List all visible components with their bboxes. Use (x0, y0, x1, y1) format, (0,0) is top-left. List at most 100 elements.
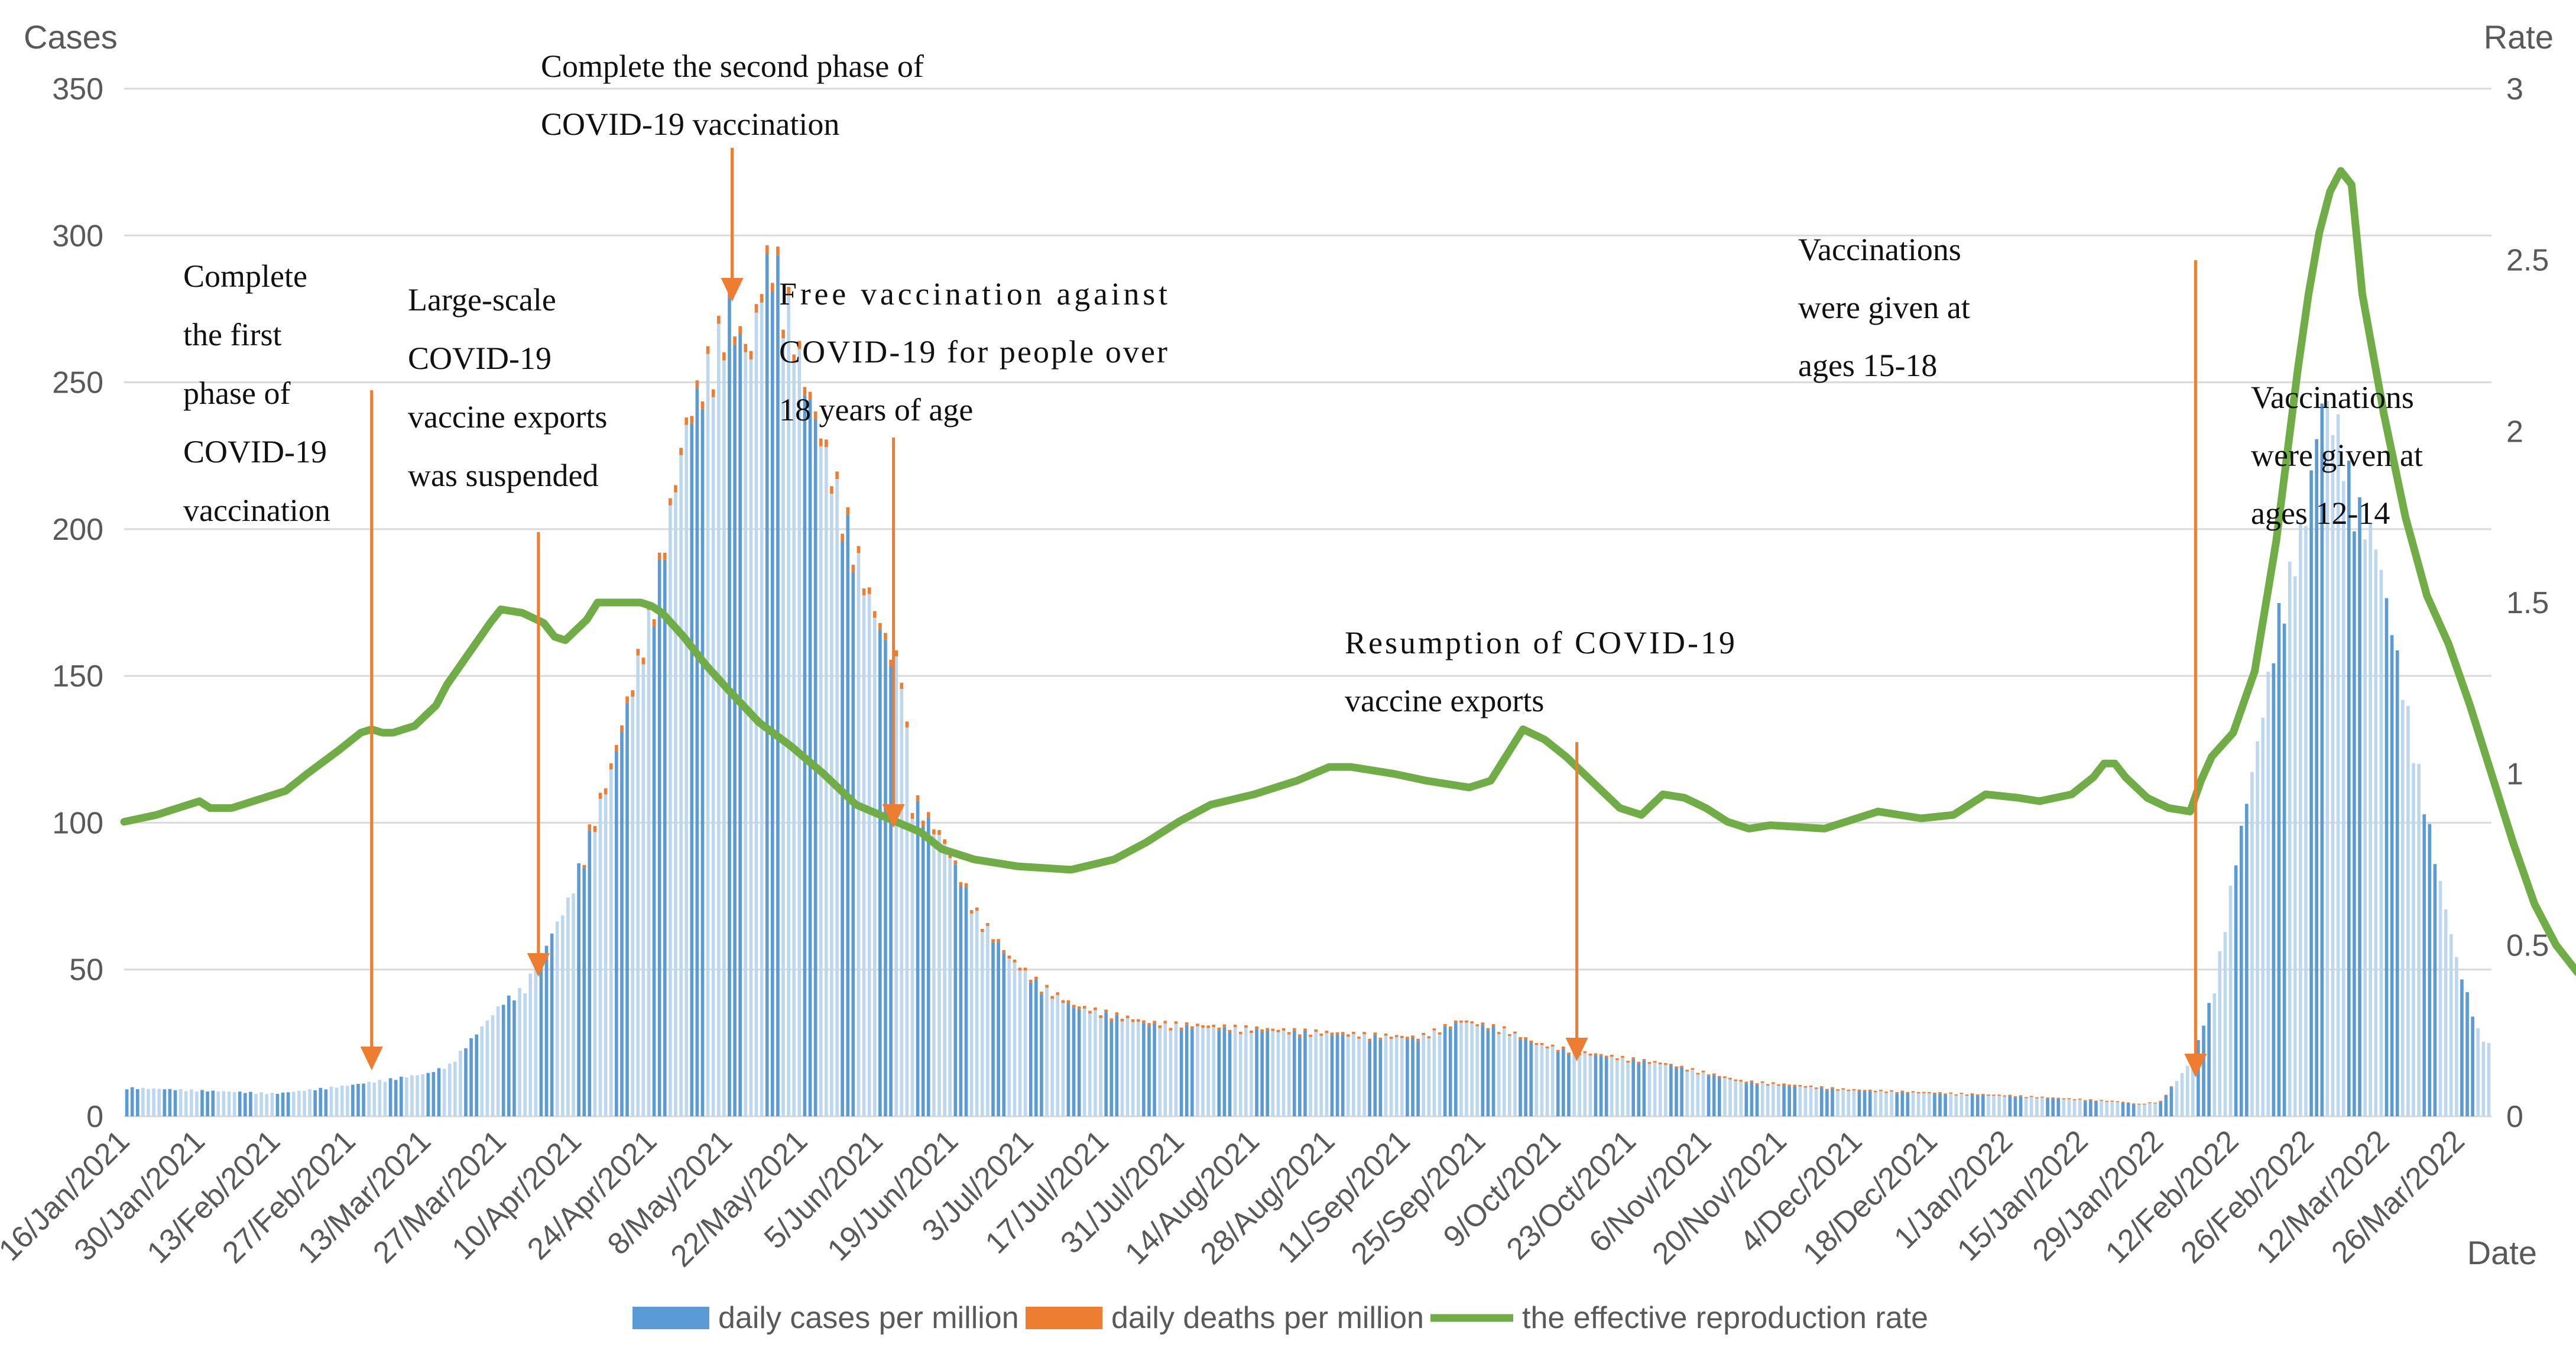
cases-bar (378, 1080, 382, 1116)
cases-bar (1728, 1079, 1732, 1116)
deaths-bar (997, 939, 1000, 943)
cases-bar (1588, 1055, 1592, 1116)
cases-bar (1556, 1051, 1560, 1116)
left-tick-label: 0 (86, 1100, 103, 1134)
deaths-bar (1384, 1033, 1388, 1036)
deaths-bar (1669, 1064, 1673, 1066)
deaths-bar (1787, 1084, 1791, 1086)
left-tick-label: 250 (52, 366, 103, 400)
deaths-bar (1131, 1019, 1135, 1022)
cases-bar (1034, 979, 1038, 1116)
cases-bar (2191, 1059, 2195, 1116)
cases-bar (2164, 1095, 2168, 1116)
annotation-text-line: vaccine exports (408, 399, 607, 435)
cases-bar (1906, 1093, 1910, 1116)
cases-bar (1642, 1061, 1646, 1116)
cases-bar (2185, 1066, 2189, 1116)
cases-bar (313, 1090, 317, 1116)
deaths-bar (872, 611, 877, 618)
cases-bar (620, 731, 624, 1116)
deaths-bar (1185, 1022, 1189, 1025)
deaths-bar (969, 910, 974, 914)
deaths-bar (1680, 1065, 1683, 1068)
deaths-bar (1034, 976, 1038, 980)
deaths-bar (1217, 1027, 1221, 1031)
deaths-bar (738, 326, 742, 335)
cases-bar (1169, 1030, 1173, 1116)
cases-bar (475, 1034, 479, 1116)
deaths-bar (1706, 1074, 1711, 1076)
deaths-bar (722, 352, 726, 361)
cases-bar (2336, 414, 2340, 1116)
deaths-bar (663, 552, 667, 560)
deaths-bar (1153, 1021, 1156, 1024)
cases-bar (986, 926, 989, 1116)
cases-bar (905, 727, 909, 1116)
cases-bar (1911, 1092, 1915, 1116)
deaths-bar (1841, 1088, 1845, 1090)
cases-bar (2449, 934, 2453, 1116)
deaths-bar (2121, 1102, 2125, 1103)
deaths-bar (1094, 1007, 1097, 1011)
cases-bar (2417, 764, 2421, 1116)
cases-bar (872, 617, 877, 1116)
cases-bar (2395, 650, 2399, 1116)
cases-bar (2072, 1100, 2077, 1116)
cases-bar (1669, 1065, 1673, 1116)
cases-bar (1045, 987, 1049, 1116)
cases-bar (308, 1089, 312, 1116)
cases-bar (1196, 1026, 1199, 1116)
deaths-bar (787, 287, 790, 296)
deaths-bar (1965, 1094, 1969, 1096)
cases-bar (1136, 1022, 1140, 1116)
cases-bar (447, 1063, 452, 1116)
right-tick-label: 3 (2506, 72, 2523, 106)
deaths-bar (1847, 1089, 1851, 1092)
deaths-bar (1163, 1021, 1167, 1024)
left-tick-label: 100 (52, 806, 103, 840)
cases-bar (980, 932, 984, 1116)
cases-bar (1013, 962, 1017, 1116)
cases-bar (173, 1090, 177, 1116)
deaths-bar (1115, 1012, 1119, 1015)
cases-bar (1879, 1091, 1883, 1116)
deaths-bar (1169, 1028, 1173, 1031)
cases-bar (572, 893, 575, 1116)
deaths-bar (1938, 1092, 1942, 1094)
cases-bar (2471, 1016, 2474, 1116)
cases-bar (1228, 1032, 1232, 1116)
cases-bar (2126, 1103, 2130, 1116)
cases-bar (2062, 1099, 2066, 1116)
deaths-bar (2100, 1100, 2103, 1101)
cases-bar (1524, 1039, 1527, 1116)
deaths-bar (808, 391, 812, 400)
deaths-bar (1900, 1090, 1905, 1092)
cases-bar (2341, 481, 2345, 1116)
deaths-bar (1292, 1028, 1296, 1031)
deaths-bar (620, 725, 624, 732)
deaths-bar (1341, 1032, 1345, 1035)
cases-bar (1819, 1087, 1824, 1116)
cases-bar (2272, 663, 2276, 1116)
deaths-bar (975, 907, 979, 911)
cases-bar (851, 572, 855, 1116)
cases-bar (1250, 1032, 1253, 1116)
deaths-bar (1562, 1046, 1565, 1049)
cases-bar (1357, 1038, 1361, 1116)
deaths-bar (1125, 1015, 1130, 1019)
cases-bar (1400, 1038, 1404, 1116)
deaths-bar (1685, 1070, 1689, 1072)
cases-bar (700, 409, 705, 1116)
deaths-bar (1212, 1024, 1216, 1028)
cases-bar (1787, 1086, 1791, 1116)
cases-bar (437, 1068, 441, 1116)
deaths-bar (1658, 1062, 1662, 1064)
deaths-bar (926, 812, 930, 818)
deaths-bar (1868, 1089, 1872, 1092)
cases-bar (744, 352, 748, 1116)
deaths-bar (1642, 1058, 1646, 1061)
cases-bar (1233, 1027, 1237, 1116)
cases-bar (878, 629, 882, 1116)
cases-bar (2089, 1100, 2092, 1116)
cases-bar (776, 255, 780, 1116)
